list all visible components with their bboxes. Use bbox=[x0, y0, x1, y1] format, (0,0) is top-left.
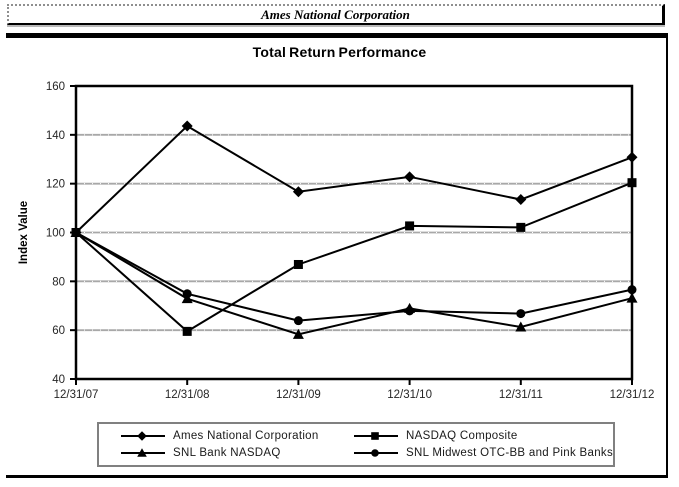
legend-label: NASDAQ Composite bbox=[406, 429, 518, 442]
legend-item: SNL Midwest OTC-BB and Pink Banks bbox=[354, 447, 613, 459]
legend-marker-square-icon bbox=[354, 430, 399, 442]
legend-marker-diamond-icon bbox=[121, 430, 165, 442]
legend-item: NASDAQ Composite bbox=[354, 430, 613, 442]
company-banner: Ames National Corporation bbox=[7, 4, 665, 25]
legend-label: Ames National Corporation bbox=[173, 429, 319, 442]
chart-title: Total Return Performance bbox=[252, 44, 427, 60]
legend-marker-circle-icon bbox=[354, 447, 399, 459]
legend-label: SNL Midwest OTC-BB and Pink Banks bbox=[406, 447, 613, 460]
chart-legend: Ames National Corporation NASDAQ Composi… bbox=[97, 422, 615, 467]
legend-label: SNL Bank NASDAQ bbox=[173, 447, 281, 460]
legend-marker-triangle-icon bbox=[121, 447, 165, 459]
chart-frame bbox=[6, 33, 668, 478]
company-name: Ames National Corporation bbox=[261, 6, 410, 22]
legend-item: SNL Bank NASDAQ bbox=[121, 447, 354, 459]
legend-item: Ames National Corporation bbox=[121, 430, 354, 442]
